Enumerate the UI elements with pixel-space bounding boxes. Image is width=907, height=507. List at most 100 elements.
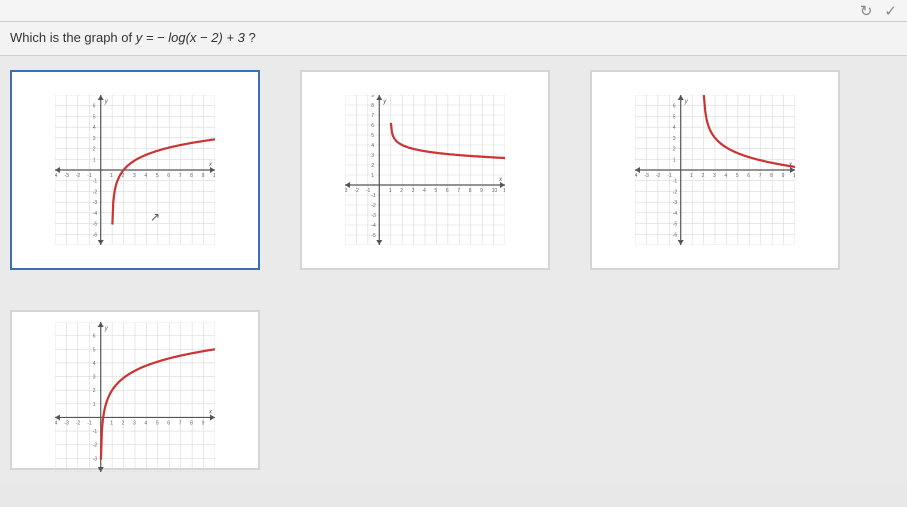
svg-text:11: 11 — [503, 188, 505, 194]
svg-text:1: 1 — [371, 173, 374, 179]
svg-text:8: 8 — [190, 173, 193, 179]
svg-text:1: 1 — [93, 157, 96, 163]
svg-text:-2: -2 — [371, 203, 376, 209]
svg-text:6: 6 — [93, 334, 96, 340]
svg-text:6: 6 — [93, 104, 96, 110]
svg-text:2: 2 — [673, 147, 676, 153]
svg-text:-1: -1 — [371, 193, 376, 199]
answer-choice-b[interactable]: xy-3-2-11234567891011-5-4-3-2-1123456789 — [300, 70, 550, 270]
svg-text:5: 5 — [93, 347, 96, 353]
svg-text:-2: -2 — [656, 173, 661, 179]
svg-text:-4: -4 — [635, 173, 638, 179]
question-text: Which is the graph of y = − log(x − 2) +… — [0, 22, 907, 56]
answer-choice-d[interactable]: xy-4-3-2-1123456789-3-2-1123456 — [10, 310, 260, 470]
svg-text:3: 3 — [93, 136, 96, 142]
svg-text:4: 4 — [144, 173, 147, 179]
graph-b: xy-3-2-11234567891011-5-4-3-2-1123456789 — [345, 95, 505, 245]
svg-text:-2: -2 — [76, 420, 81, 426]
svg-text:5: 5 — [156, 420, 159, 426]
svg-text:2: 2 — [93, 147, 96, 153]
svg-text:-3: -3 — [345, 188, 348, 194]
svg-text:x: x — [208, 409, 213, 415]
svg-text:5: 5 — [93, 114, 96, 120]
refresh-icon[interactable]: ↻ — [860, 2, 873, 20]
svg-text:4: 4 — [93, 125, 96, 131]
svg-text:2: 2 — [702, 173, 705, 179]
svg-text:1: 1 — [110, 173, 113, 179]
check-icon[interactable]: ✓ — [884, 2, 897, 20]
svg-text:-2: -2 — [93, 443, 98, 449]
svg-text:1: 1 — [93, 402, 96, 408]
svg-text:3: 3 — [371, 153, 374, 159]
svg-text:8: 8 — [190, 420, 193, 426]
svg-text:10: 10 — [793, 173, 795, 179]
svg-text:-3: -3 — [644, 173, 649, 179]
svg-text:7: 7 — [759, 173, 762, 179]
svg-text:-4: -4 — [371, 223, 376, 229]
svg-text:x: x — [208, 162, 213, 168]
svg-text:3: 3 — [133, 420, 136, 426]
svg-text:-4: -4 — [55, 173, 58, 179]
svg-text:8: 8 — [469, 188, 472, 194]
svg-text:-1: -1 — [93, 429, 98, 435]
svg-text:3: 3 — [713, 173, 716, 179]
svg-text:3: 3 — [412, 188, 415, 194]
svg-text:9: 9 — [202, 173, 205, 179]
svg-text:5: 5 — [673, 114, 676, 120]
svg-text:6: 6 — [167, 420, 170, 426]
svg-text:10: 10 — [213, 173, 215, 179]
svg-text:1: 1 — [110, 420, 113, 426]
svg-text:7: 7 — [457, 188, 460, 194]
svg-text:9: 9 — [782, 173, 785, 179]
svg-text:6: 6 — [371, 123, 374, 129]
svg-text:8: 8 — [371, 103, 374, 109]
svg-text:3: 3 — [673, 136, 676, 142]
svg-text:10: 10 — [492, 188, 498, 194]
svg-text:-4: -4 — [673, 211, 678, 217]
question-suffix: ? — [248, 30, 255, 45]
svg-text:2: 2 — [400, 188, 403, 194]
svg-text:7: 7 — [371, 113, 374, 119]
svg-text:3: 3 — [93, 375, 96, 381]
svg-text:-5: -5 — [371, 233, 376, 239]
svg-text:1: 1 — [673, 157, 676, 163]
svg-text:-3: -3 — [673, 200, 678, 206]
svg-text:-4: -4 — [93, 211, 98, 217]
svg-text:6: 6 — [167, 173, 170, 179]
svg-text:-2: -2 — [93, 189, 98, 195]
svg-text:-3: -3 — [64, 420, 69, 426]
svg-text:2: 2 — [371, 163, 374, 169]
svg-text:6: 6 — [747, 173, 750, 179]
svg-text:-3: -3 — [64, 173, 69, 179]
svg-text:y: y — [382, 99, 387, 105]
svg-text:x: x — [498, 177, 503, 183]
svg-text:-2: -2 — [673, 189, 678, 195]
question-equation: y = − log(x − 2) + 3 — [136, 30, 245, 45]
svg-text:5: 5 — [371, 133, 374, 139]
svg-text:4: 4 — [673, 125, 676, 131]
svg-text:-2: -2 — [76, 173, 81, 179]
svg-text:-5: -5 — [673, 222, 678, 228]
svg-text:-1: -1 — [87, 420, 92, 426]
svg-text:5: 5 — [736, 173, 739, 179]
answer-choice-a[interactable]: xy-4-3-2-112345678910-6-5-4-3-2-1123456↖ — [10, 70, 260, 270]
svg-text:2: 2 — [93, 388, 96, 394]
svg-text:-3: -3 — [93, 456, 98, 462]
svg-text:-2: -2 — [354, 188, 359, 194]
question-prefix: Which is the graph of — [10, 30, 136, 45]
graph-d: xy-4-3-2-1123456789-3-2-1123456 — [55, 322, 215, 472]
svg-text:1: 1 — [389, 188, 392, 194]
svg-text:5: 5 — [434, 188, 437, 194]
svg-text:4: 4 — [724, 173, 727, 179]
svg-text:9: 9 — [371, 95, 374, 99]
svg-text:9: 9 — [202, 420, 205, 426]
choices-container: xy-4-3-2-112345678910-6-5-4-3-2-1123456↖… — [0, 56, 907, 484]
svg-text:-3: -3 — [93, 200, 98, 206]
top-toolbar: ↻ ✓ — [0, 0, 907, 22]
svg-text:y: y — [684, 99, 689, 105]
svg-text:-6: -6 — [93, 232, 98, 238]
answer-choice-c[interactable]: xy-4-3-2-112345678910-6-5-4-3-2-1123456 — [590, 70, 840, 270]
svg-text:3: 3 — [133, 173, 136, 179]
svg-text:5: 5 — [156, 173, 159, 179]
svg-text:-1: -1 — [366, 188, 371, 194]
